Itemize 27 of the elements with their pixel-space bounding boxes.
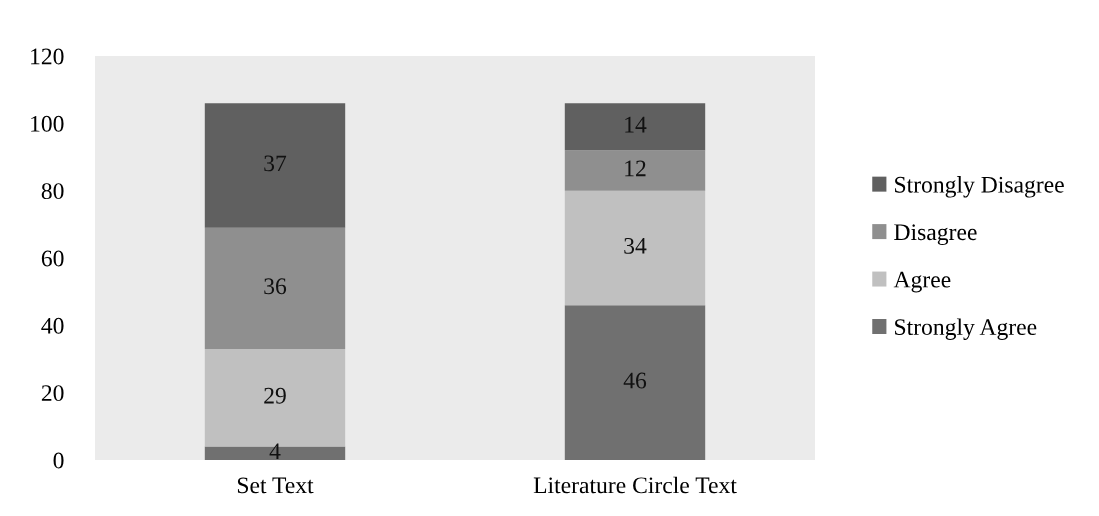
bar — [204, 227, 346, 349]
y-tick-label: 80 — [41, 183, 64, 200]
bar — [564, 190, 706, 306]
y-tick-label: 40 — [41, 317, 64, 334]
legend-label: Disagree — [894, 224, 977, 246]
y-tick-label: 120 — [31, 48, 64, 65]
x-tick-label: Literature Circle Text — [533, 476, 737, 494]
data-label: 12 — [625, 160, 646, 177]
data-label: 46 — [623, 372, 647, 389]
bar — [564, 103, 706, 151]
bar — [204, 103, 346, 228]
bar — [564, 305, 706, 460]
legend-label: Strongly Disagree — [895, 176, 1064, 198]
y-tick-label: 20 — [41, 385, 64, 402]
legend-label: Agree — [893, 271, 951, 293]
legend-label: Strongly Agree — [895, 318, 1037, 340]
bar — [564, 150, 706, 191]
x-tick-label: Set Text — [237, 477, 314, 494]
data-label: 4 — [269, 443, 281, 459]
data-label: 36 — [264, 278, 287, 295]
y-tick-label: 100 — [31, 115, 64, 132]
data-label: 34 — [624, 237, 647, 254]
y-tick-label: 60 — [41, 250, 64, 267]
y-tick-label: 0 — [53, 452, 64, 469]
data-label: 14 — [625, 116, 647, 133]
data-label: 37 — [264, 155, 287, 172]
data-label: 29 — [264, 387, 286, 404]
